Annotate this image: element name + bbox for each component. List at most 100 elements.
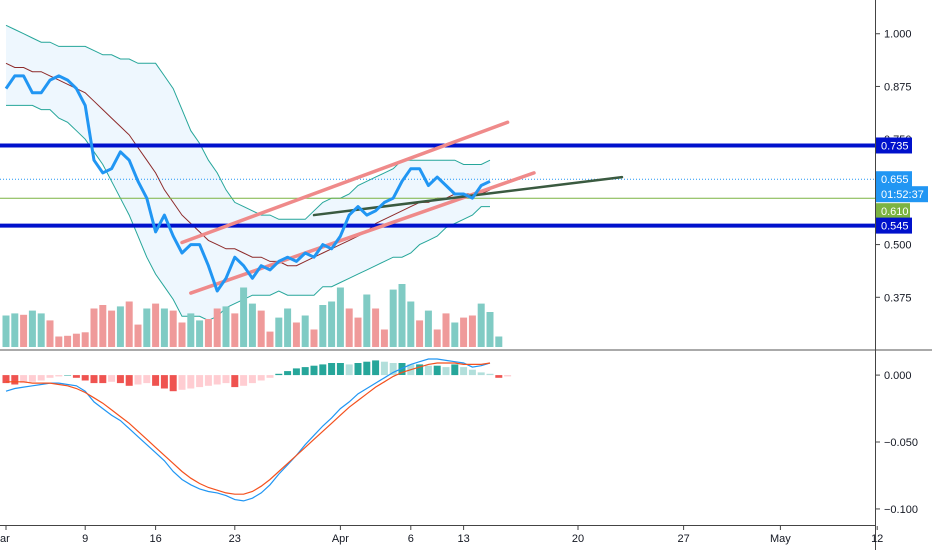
macd-histogram-bar: [389, 363, 397, 375]
macd-histogram-bar: [354, 363, 362, 375]
volume-bar: [11, 313, 19, 347]
time-tick-label: Apr: [332, 533, 349, 545]
volume-bar: [240, 287, 248, 347]
macd-histogram-bar: [11, 375, 19, 385]
volume-bar: [345, 308, 353, 347]
volume-bar: [292, 322, 300, 347]
macd-histogram-bar: [477, 372, 485, 376]
price-tag-box: [876, 137, 912, 154]
macd-panel[interactable]: [2, 358, 512, 502]
price-tag-box: [876, 217, 912, 234]
price-tag-box: [876, 203, 910, 220]
macd-histogram-bar: [72, 375, 80, 378]
macd-histogram-bar: [424, 365, 432, 376]
macd-tick-label: −0.050: [884, 437, 918, 449]
macd-histogram-bar: [37, 375, 45, 381]
volume-bar: [213, 308, 221, 347]
time-tick-label: 27: [677, 533, 689, 545]
macd-histogram-bar: [81, 375, 89, 381]
volume-bar: [37, 313, 45, 347]
volume-bar: [143, 308, 151, 347]
volume-bar: [363, 294, 371, 347]
volume-bar: [248, 303, 256, 347]
macd-histogram-bar: [99, 375, 107, 384]
price-tag-box: [876, 186, 928, 203]
volume-bar: [152, 303, 160, 347]
volume-bar: [328, 301, 336, 347]
macd-signal-line: [6, 362, 491, 495]
volume-bar: [284, 308, 292, 347]
volume-bar: [407, 301, 415, 347]
volume-bar: [451, 322, 459, 347]
volume-bar: [486, 312, 494, 347]
macd-axis[interactable]: 0.000 −0.050 −0.100: [876, 370, 918, 516]
macd-histogram-bar: [301, 367, 309, 376]
trendline[interactable]: [180, 120, 510, 245]
bollinger-band-fill: [6, 25, 490, 321]
price-tick-label: 0.875: [884, 81, 912, 93]
time-tick-label: 6: [408, 533, 414, 545]
volume-bar: [460, 317, 468, 347]
macd-histogram-bar: [143, 375, 151, 384]
macd-histogram-bar: [451, 364, 459, 376]
volume-bar: [196, 320, 204, 347]
time-tick-label: 16: [149, 533, 161, 545]
volume-bar: [275, 317, 283, 347]
price-tag-label: 0.610: [881, 206, 909, 218]
volume-bar: [125, 301, 133, 347]
macd-histogram-bar: [152, 375, 160, 386]
macd-histogram-bar: [125, 375, 133, 386]
macd-histogram-bar: [275, 373, 283, 376]
price-tick-label: 0.500: [884, 240, 912, 252]
macd-histogram-bar: [345, 364, 353, 376]
volume-bar: [416, 320, 424, 347]
volume-bar: [301, 315, 309, 347]
volume-bar: [90, 308, 98, 347]
macd-histogram-bar: [372, 360, 380, 376]
volume-bar: [468, 315, 476, 347]
time-tick-label: 20: [572, 533, 584, 545]
bollinger-middle-line: [5, 62, 491, 267]
volume-bar: [169, 310, 177, 347]
macd-histogram-bar: [240, 375, 248, 386]
volume-bar: [55, 336, 63, 347]
volume-bar: [204, 319, 212, 347]
volume-bar: [116, 306, 124, 347]
price-line: [4, 74, 491, 293]
price-tick-label: 0.375: [884, 292, 912, 304]
macd-histogram-bar: [46, 375, 54, 378]
volume-bar: [477, 303, 485, 347]
macd-histogram-bar: [468, 369, 476, 376]
volume-bar: [398, 284, 406, 347]
macd-histogram-bar: [442, 367, 450, 376]
volume-bar: [372, 308, 380, 347]
volume-bar: [134, 324, 142, 347]
macd-histogram-bar: [222, 375, 230, 384]
price-panel[interactable]: [0, 24, 875, 347]
volume-bar: [46, 320, 54, 347]
volume-bar: [28, 310, 36, 347]
volume-bar: [81, 332, 89, 347]
volume-bar: [108, 310, 116, 347]
macd-histogram-bar: [310, 365, 318, 376]
time-tick-label: 23: [229, 533, 241, 545]
volume-bar: [389, 289, 397, 347]
volume-bar: [380, 329, 388, 347]
price-tag-label: 0.655: [881, 174, 909, 186]
macd-histogram-bar: [266, 375, 274, 378]
time-axis[interactable]: ar 9 16 23 Apr 6 13 20 27 May 12: [0, 526, 883, 545]
macd-histogram-bar: [319, 364, 327, 376]
volume-bars: [2, 284, 503, 347]
macd-histogram-bar: [433, 365, 441, 376]
volume-bar: [319, 305, 327, 347]
macd-tick-label: 0.000: [884, 370, 912, 382]
volume-bar: [64, 335, 72, 347]
macd-histogram-bar: [213, 375, 221, 385]
macd-histogram-bar: [160, 375, 168, 389]
time-tick-label: 13: [457, 533, 469, 545]
time-tick-label: ar: [0, 533, 10, 545]
macd-histogram-bar: [20, 375, 28, 384]
macd-histogram-bar: [116, 375, 124, 384]
time-tick-label: May: [770, 533, 791, 545]
